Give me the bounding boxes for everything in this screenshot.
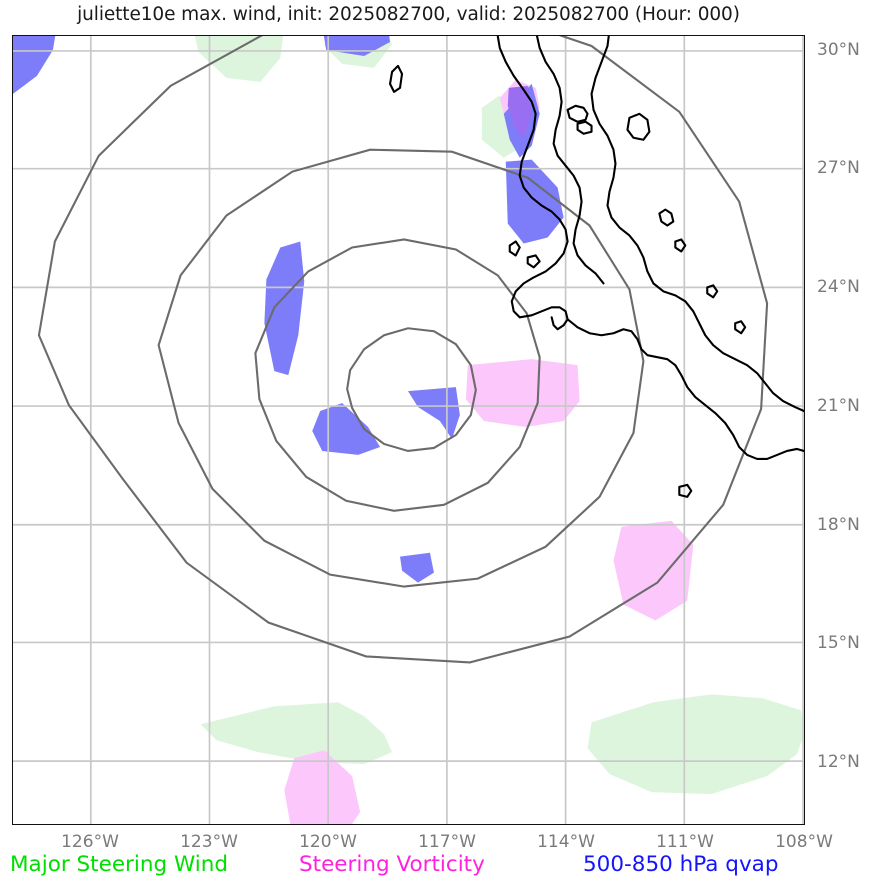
island-gulf-6	[734, 320, 747, 335]
coastline-gulf-inner	[535, 36, 605, 285]
island-socorro	[678, 483, 693, 498]
xtick-label-117w: 117°W	[418, 832, 476, 852]
coastline-mainland-west	[590, 36, 804, 413]
ytick-label-15n: 15°N	[817, 633, 860, 653]
island-tiburon	[626, 112, 651, 141]
island-gulf-5	[706, 284, 719, 299]
legend-item-steering-vorticity: Steering Vorticity	[299, 852, 485, 877]
coastline-layer	[388, 36, 804, 498]
xtick-label-123w: 123°W	[180, 832, 238, 852]
map-canvas	[13, 36, 804, 824]
xtick-label-114w: 114°W	[537, 832, 595, 852]
legend-item-qvap: 500-850 hPa qvap	[583, 852, 779, 877]
ytick-label-27n: 27°N	[817, 158, 860, 178]
xtick-label-111w: 111°W	[656, 832, 714, 852]
range-ring-3	[157, 148, 645, 588]
storm-range-rings	[37, 36, 769, 664]
island-baja-west-2	[526, 254, 541, 269]
range-ring-2	[254, 238, 541, 512]
ytick-label-24n: 24°N	[817, 277, 860, 297]
qvap-regions	[13, 36, 564, 583]
steering-vorticity-regions	[284, 79, 694, 824]
ytick-label-21n: 21°N	[817, 396, 860, 416]
field-shading-layer	[13, 36, 804, 824]
island-guadalupe	[388, 64, 404, 93]
island-gulf-1	[566, 104, 589, 123]
island-gulf-2	[576, 120, 593, 135]
xtick-label-120w: 120°W	[299, 832, 357, 852]
map-plot-area[interactable]	[12, 35, 805, 825]
island-baja-west-1	[508, 240, 521, 257]
ytick-label-18n: 18°N	[817, 515, 860, 535]
coastline-baja-cape	[518, 306, 569, 331]
coastline-baja-west	[496, 36, 569, 319]
legend-item-major-steering-wind: Major Steering Wind	[10, 852, 229, 877]
coastline-gulf-east	[566, 318, 804, 460]
island-gulf-3	[658, 208, 675, 227]
range-ring-1	[346, 327, 477, 453]
ytick-label-12n: 12°N	[817, 752, 860, 772]
range-ring-4	[37, 36, 769, 664]
xtick-label-108w: 108°W	[775, 832, 833, 852]
overlap-regions	[507, 85, 532, 140]
island-gulf-4	[674, 238, 687, 253]
page-title: juliette10e max. wind, init: 2025082700,…	[77, 4, 740, 25]
ytick-label-30n: 30°N	[817, 40, 860, 60]
xtick-label-126w: 126°W	[61, 832, 119, 852]
map-legend: Major Steering Wind Steering Vorticity 5…	[0, 852, 873, 886]
